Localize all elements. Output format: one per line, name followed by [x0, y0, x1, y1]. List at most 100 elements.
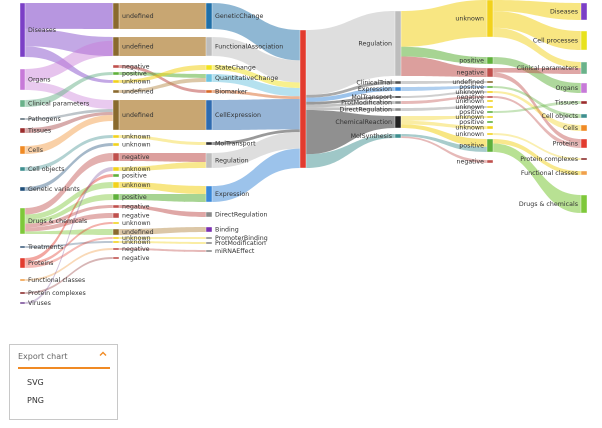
sankey-node[interactable]: [112, 193, 120, 201]
sankey-node[interactable]: [580, 2, 588, 21]
sankey-node[interactable]: [205, 89, 213, 94]
sankey-link[interactable]: [401, 81, 487, 84]
sankey-node[interactable]: [112, 173, 120, 178]
sankey-node[interactable]: [112, 240, 120, 244]
sankey-link[interactable]: [401, 0, 487, 47]
sankey-link[interactable]: [25, 112, 113, 133]
sankey-link[interactable]: [25, 248, 113, 281]
sankey-link[interactable]: [25, 3, 113, 29]
sankey-link[interactable]: [25, 194, 113, 224]
sankey-node[interactable]: [205, 249, 213, 253]
sankey-link[interactable]: [493, 86, 581, 118]
sankey-link[interactable]: [212, 65, 300, 88]
sankey-node[interactable]: [19, 301, 26, 305]
sankey-node[interactable]: [112, 89, 120, 94]
sankey-node[interactable]: [19, 186, 26, 192]
sankey-node[interactable]: [19, 257, 26, 269]
sankey-link[interactable]: [306, 110, 395, 155]
sankey-node[interactable]: [580, 61, 588, 75]
sankey-link[interactable]: [493, 57, 581, 93]
sankey-node[interactable]: [112, 64, 120, 69]
sankey-node[interactable]: [112, 247, 120, 251]
sankey-node[interactable]: [19, 145, 26, 155]
sankey-node[interactable]: [486, 80, 494, 84]
sankey-node[interactable]: [112, 221, 120, 225]
sankey-node[interactable]: [486, 105, 494, 109]
sankey-link[interactable]: [401, 134, 487, 152]
sankey-link[interactable]: [212, 37, 300, 83]
sankey-link[interactable]: [25, 115, 113, 154]
sankey-link[interactable]: [306, 101, 395, 108]
sankey-link[interactable]: [119, 135, 206, 145]
sankey-link[interactable]: [25, 40, 113, 82]
sankey-node[interactable]: [112, 204, 120, 209]
sankey-node[interactable]: [486, 132, 494, 136]
sankey-link[interactable]: [119, 162, 206, 171]
sankey-link[interactable]: [25, 109, 113, 120]
sankey-node[interactable]: [19, 245, 26, 249]
sankey-node[interactable]: [486, 90, 494, 94]
sankey-link[interactable]: [119, 153, 206, 162]
sankey-link[interactable]: [306, 11, 395, 95]
sankey-node[interactable]: [486, 0, 494, 38]
sankey-node[interactable]: [394, 86, 402, 92]
sankey-link[interactable]: [306, 107, 395, 111]
sankey-link[interactable]: [119, 227, 206, 235]
sankey-link[interactable]: [212, 3, 300, 61]
sankey-node[interactable]: [112, 236, 120, 240]
sankey-link[interactable]: [493, 96, 581, 148]
sankey-node[interactable]: [112, 152, 120, 162]
sankey-node[interactable]: [205, 73, 213, 83]
sankey-node[interactable]: [112, 166, 120, 172]
sankey-node[interactable]: [19, 2, 26, 58]
sankey-link[interactable]: [401, 46, 487, 64]
sankey-node[interactable]: [112, 228, 120, 236]
sankey-link[interactable]: [25, 81, 113, 109]
sankey-link[interactable]: [119, 248, 206, 252]
sankey-node[interactable]: [394, 133, 402, 139]
sankey-node[interactable]: [112, 99, 120, 131]
sankey-node[interactable]: [19, 291, 26, 295]
sankey-link[interactable]: [493, 27, 581, 68]
sankey-link[interactable]: [25, 257, 113, 294]
sankey-node[interactable]: [112, 79, 120, 84]
sankey-link[interactable]: [25, 205, 113, 228]
sankey-link[interactable]: [212, 148, 300, 202]
sankey-node[interactable]: [112, 256, 120, 260]
sankey-node[interactable]: [205, 99, 213, 131]
sankey-link[interactable]: [119, 100, 206, 130]
sankey-link[interactable]: [119, 37, 206, 56]
sankey-node[interactable]: [394, 95, 402, 99]
sankey-link[interactable]: [25, 241, 113, 248]
sankey-node[interactable]: [394, 10, 402, 77]
sankey-link[interactable]: [306, 96, 395, 105]
sankey-link[interactable]: [25, 46, 113, 83]
sankey-link[interactable]: [493, 0, 581, 20]
sankey-node[interactable]: [19, 99, 26, 108]
sankey-node[interactable]: [580, 124, 588, 132]
sankey-link[interactable]: [493, 101, 581, 113]
sankey-node[interactable]: [19, 278, 26, 282]
sankey-node[interactable]: [205, 226, 213, 233]
sankey-link[interactable]: [25, 229, 113, 235]
sankey-link[interactable]: [119, 194, 206, 202]
sankey-link[interactable]: [401, 116, 487, 121]
sankey-link[interactable]: [119, 78, 206, 93]
sankey-link[interactable]: [119, 182, 206, 194]
sankey-link[interactable]: [119, 241, 206, 244]
sankey-node[interactable]: [19, 117, 26, 121]
sankey-link[interactable]: [306, 87, 395, 102]
export-svg-option[interactable]: SVG: [27, 378, 44, 387]
sankey-link[interactable]: [493, 133, 581, 160]
sankey-link[interactable]: [493, 72, 581, 144]
sankey-node[interactable]: [112, 134, 120, 139]
sankey-link[interactable]: [306, 134, 395, 168]
sankey-node[interactable]: [205, 152, 213, 169]
sankey-link[interactable]: [25, 143, 113, 191]
sankey-link[interactable]: [212, 129, 300, 145]
sankey-node[interactable]: [112, 2, 120, 30]
sankey-node[interactable]: [299, 29, 307, 169]
sankey-node[interactable]: [580, 30, 588, 51]
sankey-link[interactable]: [25, 153, 113, 215]
sankey-node[interactable]: [580, 138, 588, 149]
